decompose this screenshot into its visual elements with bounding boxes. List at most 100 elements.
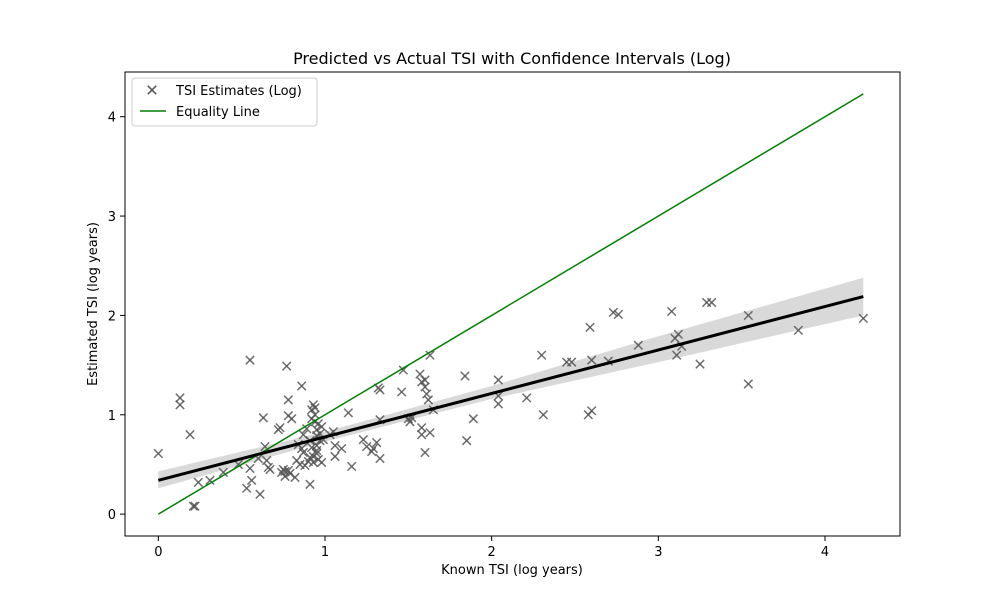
data-point-stroke — [241, 483, 252, 494]
plot-area — [153, 93, 869, 515]
data-point-stroke — [310, 410, 320, 420]
x-tick-label: 3 — [654, 545, 662, 560]
data-point-stroke — [295, 459, 305, 470]
data-point-stroke — [743, 310, 754, 321]
data-point — [245, 463, 255, 474]
data-point — [858, 313, 869, 324]
data-point-stroke — [423, 395, 434, 405]
data-point-stroke — [421, 389, 432, 399]
data-point — [286, 414, 297, 424]
data-point-stroke — [316, 421, 327, 432]
data-point-stroke — [193, 477, 204, 488]
chart-title: Predicted vs Actual TSI with Confidence … — [293, 49, 731, 68]
data-point — [205, 475, 215, 486]
data-point-stroke — [493, 391, 504, 401]
data-point-stroke — [666, 306, 677, 317]
data-point — [493, 399, 504, 409]
data-point-stroke — [308, 457, 319, 468]
data-point — [330, 451, 340, 462]
data-point-stroke — [175, 400, 185, 410]
regression-line — [157, 295, 864, 482]
data-point-stroke — [283, 395, 294, 405]
data-point — [461, 435, 472, 446]
data-point-stroke — [290, 472, 300, 483]
data-point — [375, 453, 385, 464]
data-point — [695, 359, 705, 369]
data-point — [245, 355, 255, 365]
data-point-stroke — [346, 461, 357, 472]
data-point-stroke — [420, 447, 430, 458]
data-point — [586, 406, 597, 416]
data-point-stroke — [608, 307, 619, 318]
data-point — [793, 325, 804, 336]
data-point — [346, 461, 357, 472]
data-point-stroke — [275, 422, 285, 433]
data-point-stroke — [343, 408, 354, 418]
data-point — [246, 475, 257, 486]
data-point — [258, 413, 269, 423]
data-point — [538, 410, 549, 420]
data-point-stroke — [460, 371, 470, 381]
data-point-stroke — [493, 399, 504, 409]
data-point — [673, 329, 684, 340]
data-point — [261, 455, 272, 466]
data-point — [308, 457, 319, 468]
data-point — [706, 297, 717, 308]
data-point — [416, 429, 427, 440]
data-point — [311, 448, 322, 459]
data-point-stroke — [695, 359, 705, 369]
data-point-stroke — [218, 467, 229, 478]
data-point — [265, 464, 275, 475]
data-point — [241, 483, 252, 494]
y-tick-label: 3 — [108, 210, 116, 225]
data-point — [743, 379, 754, 389]
data-point-stroke — [375, 453, 385, 464]
data-point-stroke — [425, 350, 435, 360]
data-point — [188, 501, 199, 511]
legend-marker-x — [147, 85, 157, 95]
data-point-stroke — [416, 422, 427, 433]
data-point — [586, 355, 597, 365]
data-point-stroke — [613, 309, 624, 320]
y-tick-label: 0 — [108, 508, 116, 523]
data-point-stroke — [301, 423, 312, 434]
data-point — [368, 443, 379, 454]
data-point — [425, 350, 435, 360]
data-point-stroke — [461, 435, 472, 446]
y-tick-label: 1 — [108, 409, 116, 424]
data-point-stroke — [280, 471, 290, 482]
data-point-stroke — [368, 443, 379, 454]
data-point — [613, 309, 624, 320]
data-point-stroke — [310, 403, 320, 413]
data-point-stroke — [298, 429, 309, 440]
data-point-stroke — [305, 479, 315, 490]
data-point — [421, 389, 432, 399]
data-point — [423, 395, 434, 405]
data-point — [281, 361, 292, 371]
data-point-stroke — [265, 464, 275, 475]
data-point-stroke — [361, 441, 372, 452]
data-point — [585, 322, 595, 333]
data-point — [336, 443, 347, 454]
data-point-stroke — [308, 400, 319, 410]
data-point-stroke — [536, 350, 547, 360]
data-point-stroke — [311, 448, 322, 459]
data-point — [493, 375, 504, 385]
legend-label-equality: Equality Line — [176, 105, 260, 120]
data-point-stroke — [375, 385, 385, 395]
x-tick-label: 1 — [321, 545, 329, 560]
data-point — [343, 408, 354, 418]
data-point-stroke — [185, 429, 195, 440]
x-axis-label: Known TSI (log years) — [441, 563, 583, 578]
data-point-stroke — [538, 410, 549, 420]
data-point — [371, 437, 382, 448]
data-point — [311, 445, 322, 456]
data-point — [193, 477, 204, 488]
y-tick-label: 2 — [108, 309, 116, 324]
equality-line — [157, 93, 864, 515]
data-point-stroke — [420, 375, 430, 385]
data-point — [175, 400, 185, 410]
data-point-stroke — [358, 434, 369, 445]
data-point-stroke — [153, 448, 164, 459]
